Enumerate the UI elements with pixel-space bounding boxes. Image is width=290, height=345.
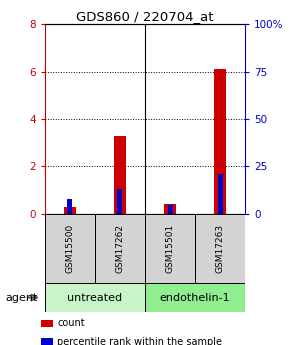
Text: agent: agent xyxy=(6,293,38,303)
Text: endothelin-1: endothelin-1 xyxy=(160,293,230,303)
Bar xyxy=(195,214,245,283)
Bar xyxy=(168,205,173,214)
Text: percentile rank within the sample: percentile rank within the sample xyxy=(57,337,222,345)
Bar xyxy=(41,320,53,327)
Bar xyxy=(68,199,72,214)
Text: count: count xyxy=(57,318,85,328)
Text: untreated: untreated xyxy=(67,293,123,303)
Bar xyxy=(218,174,222,214)
Bar xyxy=(64,207,76,214)
Title: GDS860 / 220704_at: GDS860 / 220704_at xyxy=(76,10,214,23)
Bar xyxy=(145,214,195,283)
Bar xyxy=(114,136,126,214)
Text: GSM15501: GSM15501 xyxy=(166,224,175,273)
Bar xyxy=(45,214,95,283)
Bar xyxy=(95,214,145,283)
Bar xyxy=(145,283,245,312)
Bar xyxy=(41,338,53,345)
Text: GSM17263: GSM17263 xyxy=(215,224,224,273)
Bar xyxy=(117,189,122,214)
Bar xyxy=(164,204,176,214)
Bar xyxy=(214,69,226,214)
Text: GSM15500: GSM15500 xyxy=(66,224,75,273)
Text: GSM17262: GSM17262 xyxy=(115,224,124,273)
Bar xyxy=(45,283,145,312)
